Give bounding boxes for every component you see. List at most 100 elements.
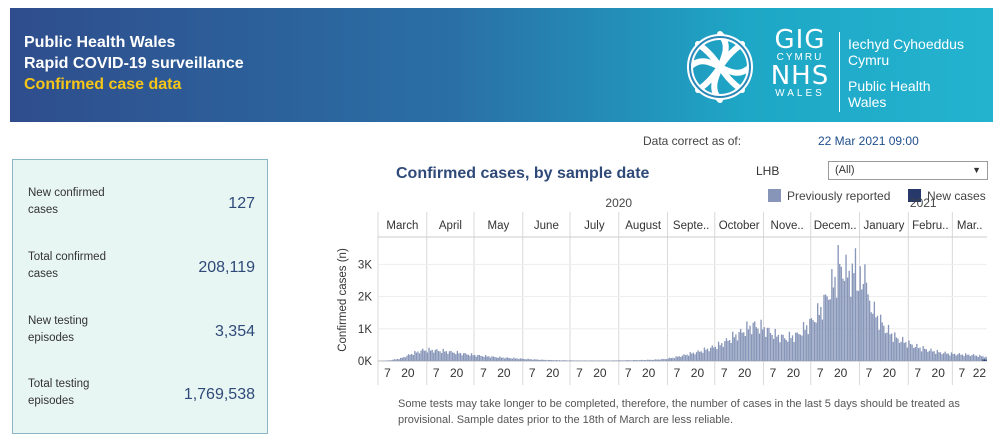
cases-bar [433,352,435,361]
cases-bar [941,354,943,361]
cases-bar [776,336,778,361]
kpi-label-line2: episodes [28,332,75,344]
cases-bar [651,359,654,361]
cases-bar [387,360,389,361]
cases-bar [799,334,802,361]
cases-bar [577,360,580,361]
cases-bar [813,321,816,361]
cases-bar [423,350,425,361]
cases-bar [396,358,399,361]
cases-bar [777,334,780,361]
cases-bar [401,357,403,361]
cases-bar [969,356,972,361]
cases-bar [975,355,978,361]
cases-bar [551,360,553,361]
kpi-label-line1: New testing [28,315,89,327]
cases-bar [761,329,764,361]
x-tick-label: 20 [546,366,560,380]
x-tick-label: 22 [973,366,987,380]
cases-bar [560,360,562,361]
cases-bar [879,314,882,361]
cases-bar [722,346,724,361]
cases-bar [417,351,419,361]
x-tick-label: 7 [914,366,921,380]
chart-title: Confirmed cases, by sample date [396,165,650,182]
cases-bar [513,357,515,361]
cases-bar [798,334,800,361]
cases-bar [884,333,887,361]
cases-bar [576,360,578,361]
cases-bar [549,359,551,361]
cases-bar [485,355,487,361]
cases-bar [669,357,671,361]
kpi-new-cases: New confirmed cases 127 [13,185,269,225]
cases-bar [626,360,628,361]
cases-bar [491,356,493,361]
cases-bar [676,356,679,361]
cases-bar [895,337,898,361]
nhs-wales-wordmark: GIG CYMRU NHS WALES [765,27,835,100]
cases-bar [898,342,901,361]
cases-bar [757,328,759,361]
cases-bar [642,360,644,361]
legend-label-previous: Previously reported [787,189,891,203]
x-tick-label: 7 [625,366,632,380]
kpi-label: Total testing episodes [28,376,128,410]
cases-bar [942,353,945,361]
cases-bar [850,296,852,361]
cases-bar [925,349,927,361]
cases-bar [950,352,953,361]
legend-previous[interactable]: Previously reported [768,189,890,203]
cases-bar [922,346,924,361]
cases-bar [787,341,789,361]
cases-bar [505,357,507,361]
cases-bar [691,353,693,361]
legend-new[interactable]: New cases [908,189,986,203]
plot-area [378,239,987,361]
cases-bar [618,360,621,361]
cases-bar [957,354,959,361]
lhb-selected-value: (All) [835,164,855,176]
cases-bar [662,359,665,361]
cases-bar [590,360,592,361]
cases-bar [461,355,463,361]
cases-bar [754,321,756,361]
cases-bar [931,351,934,361]
cases-bar [667,358,669,361]
cases-bar [532,359,534,361]
x-tick-label: 20 [738,366,752,380]
cases-bar [743,332,745,361]
cases-bar [494,357,496,361]
cases-bar [716,349,718,361]
cases-bar [823,294,825,361]
cases-bar [946,353,948,361]
cases-bar [914,347,916,361]
lhb-filter-dropdown[interactable]: (All) ▼ [828,161,988,180]
cases-bar [854,248,857,361]
cases-bar [735,334,737,361]
cases-bar [625,360,627,361]
cases-bar [894,332,896,361]
cases-bar [924,348,926,361]
kpi-total-testing: Total testing episodes 1,769,538 [13,376,269,416]
cases-bar [928,350,931,361]
cases-bar [450,350,452,361]
cases-bar [632,359,635,361]
new-cases-bar [983,359,986,361]
cases-bar [400,357,402,361]
cases-bar [791,335,794,361]
cases-bar [903,342,905,361]
cases-bar [678,356,680,361]
cases-bar [543,359,545,361]
cases-bar [552,360,554,361]
banner-section-title: Confirmed case data [24,76,182,93]
data-date-label: Data correct as of: [643,134,742,148]
cases-bar [472,355,474,361]
cases-bar [738,332,740,361]
cases-bar [947,353,949,361]
cases-bar [728,340,731,361]
cases-bar [916,343,918,361]
x-tick-label: 20 [593,366,607,380]
lhb-filter-label: LHB [756,164,780,178]
